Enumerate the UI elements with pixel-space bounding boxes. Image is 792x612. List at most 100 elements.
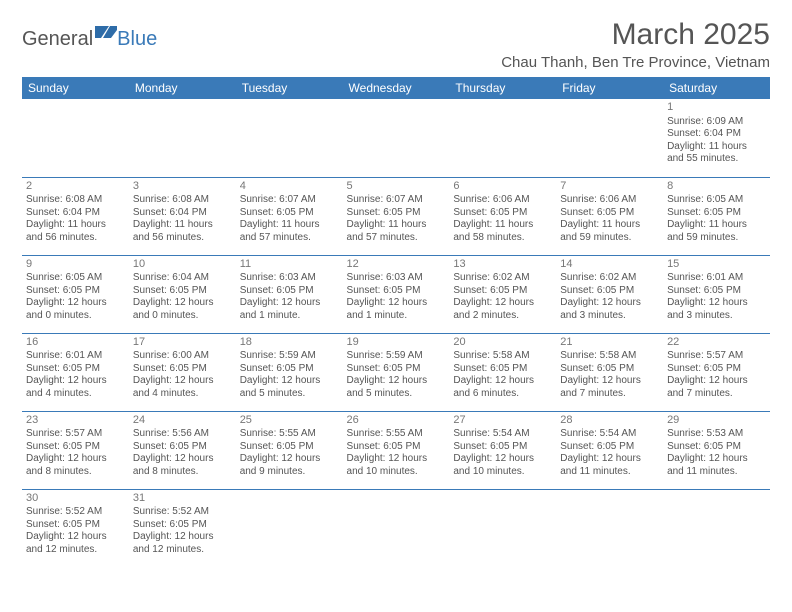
sunrise-text: Sunrise: 6:00 AM [133, 350, 232, 363]
calendar-day-cell: 24Sunrise: 5:56 AMSunset: 6:05 PMDayligh… [129, 411, 236, 489]
sunrise-text: Sunrise: 6:03 AM [240, 272, 339, 285]
day-number: 9 [26, 258, 125, 272]
location-text: Chau Thanh, Ben Tre Province, Vietnam [501, 54, 770, 71]
daylight-text: Daylight: 11 hours and 57 minutes. [347, 219, 446, 244]
title-block: March 2025 Chau Thanh, Ben Tre Province,… [501, 18, 770, 71]
calendar-day-cell: 10Sunrise: 6:04 AMSunset: 6:05 PMDayligh… [129, 255, 236, 333]
daylight-text: Daylight: 12 hours and 4 minutes. [26, 375, 125, 400]
calendar-week-row: 30Sunrise: 5:52 AMSunset: 6:05 PMDayligh… [22, 489, 770, 567]
calendar-week-row: 2Sunrise: 6:08 AMSunset: 6:04 PMDaylight… [22, 177, 770, 255]
day-number: 12 [347, 258, 446, 272]
sunrise-text: Sunrise: 5:58 AM [560, 350, 659, 363]
sunrise-text: Sunrise: 6:06 AM [560, 194, 659, 207]
calendar-day-cell: 26Sunrise: 5:55 AMSunset: 6:05 PMDayligh… [343, 411, 450, 489]
daylight-text: Daylight: 12 hours and 8 minutes. [26, 453, 125, 478]
calendar-day-cell [343, 489, 450, 567]
sunrise-text: Sunrise: 6:09 AM [667, 116, 766, 129]
sunset-text: Sunset: 6:05 PM [240, 363, 339, 376]
day-number: 26 [347, 414, 446, 428]
daylight-text: Daylight: 12 hours and 11 minutes. [560, 453, 659, 478]
calendar-day-cell: 18Sunrise: 5:59 AMSunset: 6:05 PMDayligh… [236, 333, 343, 411]
sunrise-text: Sunrise: 6:03 AM [347, 272, 446, 285]
day-number: 24 [133, 414, 232, 428]
sunrise-text: Sunrise: 5:59 AM [240, 350, 339, 363]
day-number: 5 [347, 180, 446, 194]
sunset-text: Sunset: 6:05 PM [240, 207, 339, 220]
daylight-text: Daylight: 11 hours and 56 minutes. [133, 219, 232, 244]
logo: General Blue [22, 24, 157, 55]
day-header: Sunday [22, 77, 129, 99]
calendar-day-cell: 28Sunrise: 5:54 AMSunset: 6:05 PMDayligh… [556, 411, 663, 489]
day-number: 30 [26, 492, 125, 506]
daylight-text: Daylight: 12 hours and 3 minutes. [560, 297, 659, 322]
sunset-text: Sunset: 6:05 PM [453, 207, 552, 220]
calendar-day-cell: 21Sunrise: 5:58 AMSunset: 6:05 PMDayligh… [556, 333, 663, 411]
day-number: 21 [560, 336, 659, 350]
sunset-text: Sunset: 6:05 PM [560, 441, 659, 454]
sunset-text: Sunset: 6:05 PM [133, 441, 232, 454]
day-number: 14 [560, 258, 659, 272]
daylight-text: Daylight: 12 hours and 3 minutes. [667, 297, 766, 322]
calendar-day-cell: 1Sunrise: 6:09 AMSunset: 6:04 PMDaylight… [663, 99, 770, 177]
daylight-text: Daylight: 11 hours and 57 minutes. [240, 219, 339, 244]
sunset-text: Sunset: 6:05 PM [560, 285, 659, 298]
sunset-text: Sunset: 6:05 PM [240, 441, 339, 454]
month-title: March 2025 [501, 18, 770, 52]
daylight-text: Daylight: 12 hours and 5 minutes. [347, 375, 446, 400]
day-number: 15 [667, 258, 766, 272]
daylight-text: Daylight: 12 hours and 0 minutes. [26, 297, 125, 322]
sunset-text: Sunset: 6:05 PM [26, 519, 125, 532]
sunrise-text: Sunrise: 5:54 AM [560, 428, 659, 441]
daylight-text: Daylight: 12 hours and 2 minutes. [453, 297, 552, 322]
daylight-text: Daylight: 12 hours and 4 minutes. [133, 375, 232, 400]
calendar-day-cell [663, 489, 770, 567]
sunset-text: Sunset: 6:04 PM [133, 207, 232, 220]
sunrise-text: Sunrise: 6:05 AM [26, 272, 125, 285]
sunset-text: Sunset: 6:05 PM [26, 441, 125, 454]
daylight-text: Daylight: 11 hours and 55 minutes. [667, 141, 766, 166]
sunrise-text: Sunrise: 5:54 AM [453, 428, 552, 441]
day-number: 22 [667, 336, 766, 350]
daylight-text: Daylight: 12 hours and 0 minutes. [133, 297, 232, 322]
daylight-text: Daylight: 12 hours and 10 minutes. [453, 453, 552, 478]
calendar-week-row: 16Sunrise: 6:01 AMSunset: 6:05 PMDayligh… [22, 333, 770, 411]
calendar-day-cell: 5Sunrise: 6:07 AMSunset: 6:05 PMDaylight… [343, 177, 450, 255]
calendar-day-cell: 4Sunrise: 6:07 AMSunset: 6:05 PMDaylight… [236, 177, 343, 255]
day-number: 4 [240, 180, 339, 194]
sunrise-text: Sunrise: 5:57 AM [667, 350, 766, 363]
sunset-text: Sunset: 6:05 PM [560, 207, 659, 220]
sunrise-text: Sunrise: 6:02 AM [453, 272, 552, 285]
sunset-text: Sunset: 6:05 PM [347, 363, 446, 376]
sunset-text: Sunset: 6:05 PM [667, 441, 766, 454]
calendar-day-cell [556, 489, 663, 567]
daylight-text: Daylight: 12 hours and 7 minutes. [560, 375, 659, 400]
sunrise-text: Sunrise: 5:52 AM [133, 506, 232, 519]
calendar-day-cell: 15Sunrise: 6:01 AMSunset: 6:05 PMDayligh… [663, 255, 770, 333]
daylight-text: Daylight: 12 hours and 7 minutes. [667, 375, 766, 400]
sunset-text: Sunset: 6:05 PM [560, 363, 659, 376]
calendar-day-cell: 6Sunrise: 6:06 AMSunset: 6:05 PMDaylight… [449, 177, 556, 255]
day-header-row: Sunday Monday Tuesday Wednesday Thursday… [22, 77, 770, 99]
calendar-day-cell [449, 99, 556, 177]
logo-text-general: General [22, 28, 93, 51]
sunset-text: Sunset: 6:05 PM [453, 363, 552, 376]
sunset-text: Sunset: 6:05 PM [667, 207, 766, 220]
daylight-text: Daylight: 11 hours and 59 minutes. [667, 219, 766, 244]
sunset-text: Sunset: 6:05 PM [667, 285, 766, 298]
sunrise-text: Sunrise: 6:07 AM [240, 194, 339, 207]
daylight-text: Daylight: 12 hours and 11 minutes. [667, 453, 766, 478]
calendar-day-cell: 25Sunrise: 5:55 AMSunset: 6:05 PMDayligh… [236, 411, 343, 489]
daylight-text: Daylight: 11 hours and 59 minutes. [560, 219, 659, 244]
sunrise-text: Sunrise: 6:04 AM [133, 272, 232, 285]
day-number: 7 [560, 180, 659, 194]
day-number: 8 [667, 180, 766, 194]
sunrise-text: Sunrise: 6:07 AM [347, 194, 446, 207]
daylight-text: Daylight: 12 hours and 5 minutes. [240, 375, 339, 400]
daylight-text: Daylight: 12 hours and 1 minute. [240, 297, 339, 322]
day-number: 19 [347, 336, 446, 350]
calendar-day-cell: 23Sunrise: 5:57 AMSunset: 6:05 PMDayligh… [22, 411, 129, 489]
sunrise-text: Sunrise: 6:06 AM [453, 194, 552, 207]
daylight-text: Daylight: 12 hours and 8 minutes. [133, 453, 232, 478]
header: General Blue March 2025 Chau Thanh, Ben … [22, 18, 770, 71]
day-header: Thursday [449, 77, 556, 99]
